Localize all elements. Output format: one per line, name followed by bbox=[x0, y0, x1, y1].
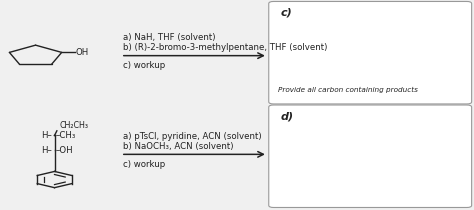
Text: –CH₃: –CH₃ bbox=[56, 131, 76, 140]
Text: b) NaOCH₃, ACN (solvent): b) NaOCH₃, ACN (solvent) bbox=[123, 142, 234, 151]
Text: Provide all carbon containing products: Provide all carbon containing products bbox=[278, 87, 418, 93]
Text: b) (R)-2-bromo-3-methylpentane, THF (solvent): b) (R)-2-bromo-3-methylpentane, THF (sol… bbox=[123, 43, 328, 52]
Text: d): d) bbox=[281, 111, 294, 121]
Text: OH: OH bbox=[76, 48, 89, 57]
Text: H–: H– bbox=[41, 131, 52, 140]
Text: CH₂CH₃: CH₂CH₃ bbox=[59, 121, 88, 130]
Text: a) pTsCl, pyridine, ACN (solvent): a) pTsCl, pyridine, ACN (solvent) bbox=[123, 132, 262, 141]
Text: H–: H– bbox=[41, 146, 52, 155]
Text: a) NaH, THF (solvent): a) NaH, THF (solvent) bbox=[123, 33, 216, 42]
Text: –OH: –OH bbox=[56, 146, 73, 155]
Text: c): c) bbox=[281, 8, 292, 18]
Text: c) workup: c) workup bbox=[123, 160, 165, 169]
FancyBboxPatch shape bbox=[269, 1, 472, 104]
FancyBboxPatch shape bbox=[269, 105, 472, 207]
Text: c) workup: c) workup bbox=[123, 61, 165, 70]
